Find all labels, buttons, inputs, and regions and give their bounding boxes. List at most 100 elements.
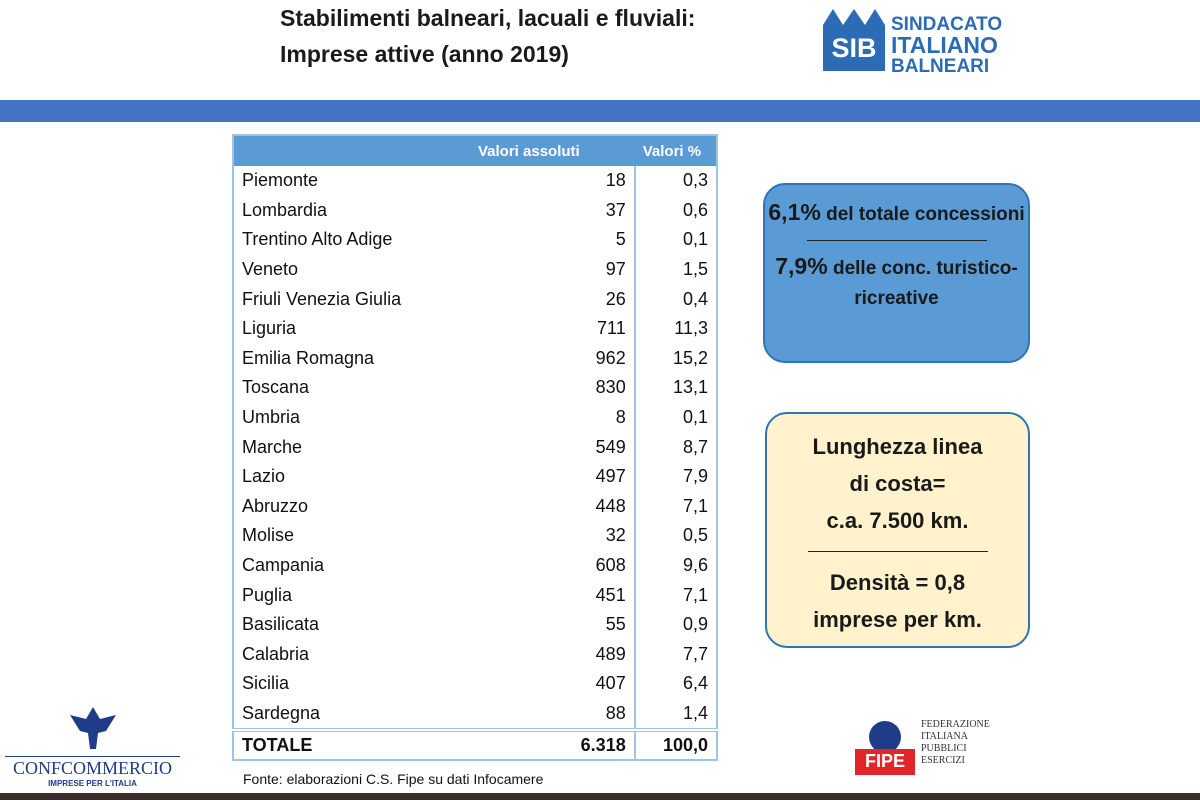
box-line: imprese per km. [813,607,982,632]
table-cell: 1,5 [682,259,708,280]
table-row: Lazio 497 7,9 [233,461,717,492]
table-cell: 448 [444,491,636,522]
table-row: Emilia Romagna 962 15,2 [233,343,717,374]
fipe-line: PUBBLICI [921,743,967,754]
table-cell: 18 [444,166,636,196]
fipe-line: ESERCIZI [921,755,965,766]
title-line: Stabilimenti balneari, lacuali e fluvial… [280,5,696,31]
table-cell: Friuli Venezia Giulia [242,288,402,309]
header-cell: Valori % [634,135,717,166]
table-row: Molise 32 0,5 [233,521,717,551]
table-row: Piemonte 18 0,3 [233,166,717,196]
costa-box: Lunghezza linea di costa= c.a. 7.500 km.… [765,412,1030,648]
table-row: Sicilia 407 6,4 [233,669,717,699]
table-cell: 497 [444,461,636,492]
box-value: 6,1% [768,199,821,225]
table-cell: 0,5 [682,525,708,546]
table-cell: 0,3 [682,170,708,191]
table-cell: 0,1 [682,229,708,250]
bottom-strip [0,793,1200,800]
table-row: Marche 549 8,7 [233,432,717,462]
data-table: Valori assoluti Valori % Piemonte 18 0,3 Lo… [232,134,718,762]
table-row: Veneto 97 1,5 [233,254,717,285]
table-cell: 1,4 [682,702,708,723]
sib-mark: SIB [831,33,877,63]
table-cell: 100,0 [634,728,717,761]
table-cell: 55 [444,609,636,640]
table-cell: Basilicata [242,614,320,635]
table-cell: Liguria [242,318,297,339]
table-cell: TOTALE [233,728,445,761]
table-row: Lombardia 37 0,6 [233,195,717,226]
table-cell: 7,9 [682,466,708,487]
table-cell: 451 [444,580,636,610]
table-cell: 549 [444,432,636,462]
table-cell: Emilia Romagna [242,347,375,368]
table-cell: 7,1 [682,584,708,605]
table-cell: 830 [444,373,636,403]
table-cell: 88 [444,698,636,731]
table-cell: 11,3 [674,318,708,339]
box-line: c.a. 7.500 km. [826,508,969,533]
table-cell: 0,4 [682,288,708,309]
table-cell: Molise [242,525,295,546]
table-cell: Toscana [242,377,310,398]
table-row: Trentino Alto Adige 5 0,1 [233,225,717,255]
fipe-logo: FIPE FEDERAZIONE ITALIANA PUBBLICI ESERC… [855,715,990,780]
table-cell: 962 [444,343,636,374]
table-cell: Sardegna [242,702,321,723]
fipe-line: ITALIANA [921,731,968,742]
table-cell: 0,9 [682,614,708,635]
table-cell: 711 [444,313,636,344]
header-cell [233,135,445,166]
table-cell: 0,6 [682,199,708,220]
table-row: Sardegna 88 1,4 [233,698,717,731]
box-value: 7,9% [775,253,828,279]
table-cell: 26 [444,284,636,314]
title-line: Imprese attive (anno 2019) [280,41,569,67]
table-cell: Piemonte [242,170,319,191]
box-line: Densità = 0,8 [829,570,966,595]
table-cell: 407 [444,669,636,699]
table-row: Campania 608 9,6 [233,550,717,581]
table-row: Calabria 489 7,7 [233,639,717,670]
table-row: Abruzzo 448 7,1 [233,491,717,522]
table-cell: 37 [444,195,636,226]
confcommercio-name: CONFCOMMERCIO [5,756,180,779]
table-cell: 15,2 [672,347,708,368]
table-cell: 0,1 [682,407,708,428]
confcommercio-logo: CONFCOMMERCIO IMPRESE PER L'ITALIA [5,705,180,788]
eagle-icon [69,707,116,749]
table-row: Puglia 451 7,1 [233,580,717,610]
table-row: Basilicata 55 0,9 [233,609,717,640]
table-cell: 32 [444,521,636,551]
sib-line: BALNEARI [891,56,990,77]
table-cell: 489 [444,639,636,670]
table-cell: 6,4 [682,673,708,694]
table-row: Toscana 830 13,1 [233,373,717,403]
title: Stabilimenti balneari, lacuali e fluvial… [280,0,695,72]
table-cell: 7,7 [682,643,708,664]
table-cell: Campania [242,555,325,576]
total-row: TOTALE 6.318 100,0 [233,728,717,761]
fipe-icon [855,721,915,775]
table-cell: 6.318 [444,728,636,761]
sib-mark-bg [823,9,885,71]
table-cell: 7,1 [682,495,708,516]
sib-line: ITALIANO [891,32,998,58]
box-line: di costa= [849,471,946,496]
table-cell: 97 [444,254,636,285]
table-cell: Marche [242,436,303,457]
header-cell: Valori assoluti [444,135,635,166]
box-text: del totale concessioni [826,204,1025,225]
fipe-line: FEDERAZIONE [921,719,990,730]
confcommercio-tagline: IMPRESE PER L'ITALIA [48,779,137,788]
table-cell: Trentino Alto Adige [242,229,393,250]
table-cell: Umbria [242,407,301,428]
header-bar [0,100,1200,122]
table-cell: Calabria [242,643,310,664]
table-cell: Veneto [242,259,299,280]
table-cell: 608 [444,550,636,581]
table-cell: Lombardia [242,199,328,220]
